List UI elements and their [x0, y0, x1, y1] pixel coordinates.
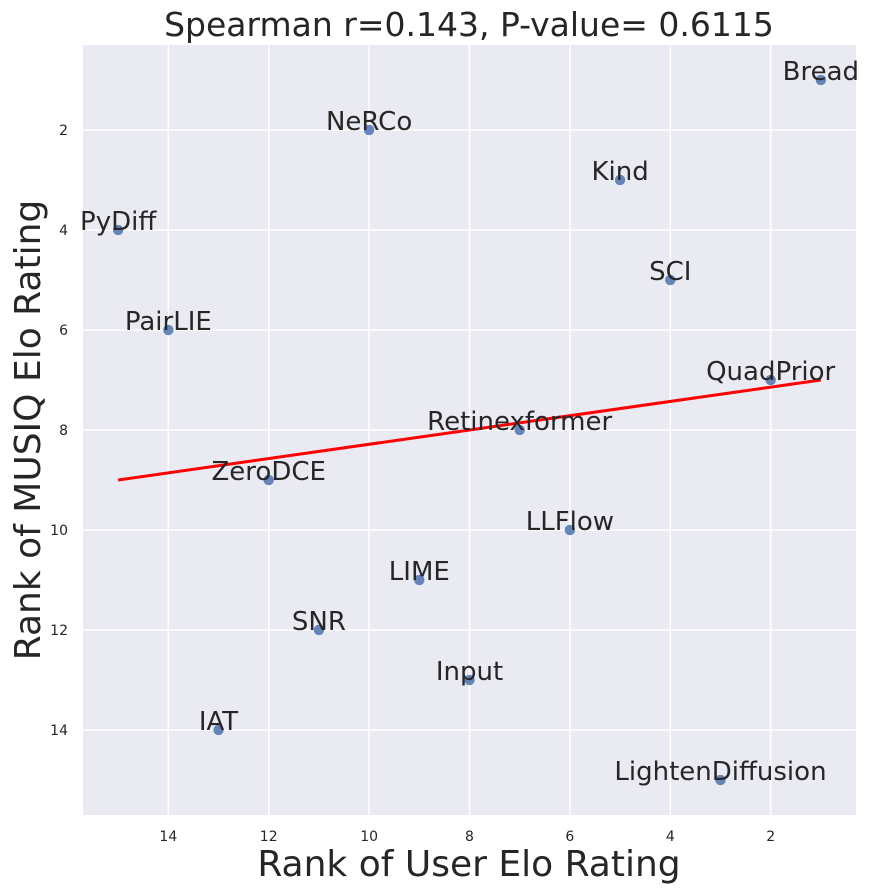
x-tick-label: 12 — [260, 829, 278, 845]
data-point — [463, 674, 476, 686]
point-label: PyDiff — [80, 207, 157, 237]
data-point — [714, 774, 727, 786]
data-point — [262, 474, 275, 486]
data-point — [815, 74, 827, 86]
x-tick-label: 14 — [159, 829, 177, 845]
point-label: PairLIE — [125, 307, 212, 337]
x-tick-label: 2 — [766, 829, 775, 845]
point-label: LLFlow — [526, 507, 614, 537]
y-tick-label: 4 — [59, 223, 68, 239]
point-label: Input — [436, 657, 503, 687]
point-label: SCI — [649, 257, 691, 287]
point-labels: Bread NeRCo Kind PyDiff SCI PairLIE QuadPrior R… — [80, 57, 859, 787]
point-label: Retinexformer — [427, 407, 612, 437]
point-label: LightenDiffusion — [614, 757, 826, 787]
trend-line-group — [117, 378, 822, 482]
point-label: Kind — [591, 157, 648, 187]
data-point — [363, 124, 375, 136]
chart-title: Spearman r=0.143, P-value= 0.6115 — [164, 5, 774, 44]
y-axis-label: Rank of MUSIQ Elo Rating — [8, 200, 49, 660]
data-point — [112, 224, 124, 236]
y-tick-label: 14 — [50, 723, 68, 739]
data-point — [764, 374, 777, 386]
x-tick-label: 6 — [565, 829, 574, 845]
y-tick-label: 2 — [59, 123, 68, 139]
point-label: SNR — [292, 607, 346, 637]
data-point — [614, 174, 626, 186]
data-point — [513, 424, 526, 436]
data-points — [112, 74, 827, 786]
point-label: QuadPrior — [706, 357, 835, 387]
trend-line — [117, 378, 822, 482]
x-tick-label: 8 — [465, 829, 474, 845]
data-point — [212, 724, 225, 736]
data-point — [413, 574, 426, 586]
point-label: LIME — [389, 557, 450, 587]
y-tick-label: 12 — [50, 623, 68, 639]
tick-labels: 14 12 10 8 6 4 2 2 4 6 8 10 12 14 — [50, 123, 775, 845]
point-label: IAT — [199, 707, 238, 737]
x-axis-label: Rank of User Elo Rating — [257, 844, 680, 885]
point-label: Bread — [783, 57, 859, 87]
data-point — [564, 524, 576, 536]
y-tick-label: 8 — [59, 423, 68, 439]
data-point — [162, 324, 175, 336]
data-point — [664, 274, 677, 286]
x-tick-label: 4 — [666, 829, 675, 845]
data-point — [313, 624, 325, 636]
point-label: ZeroDCE — [212, 457, 326, 487]
x-tick-label: 10 — [360, 829, 378, 845]
point-label: NeRCo — [326, 107, 412, 137]
y-tick-label: 10 — [50, 523, 68, 539]
y-tick-label: 6 — [59, 323, 68, 339]
